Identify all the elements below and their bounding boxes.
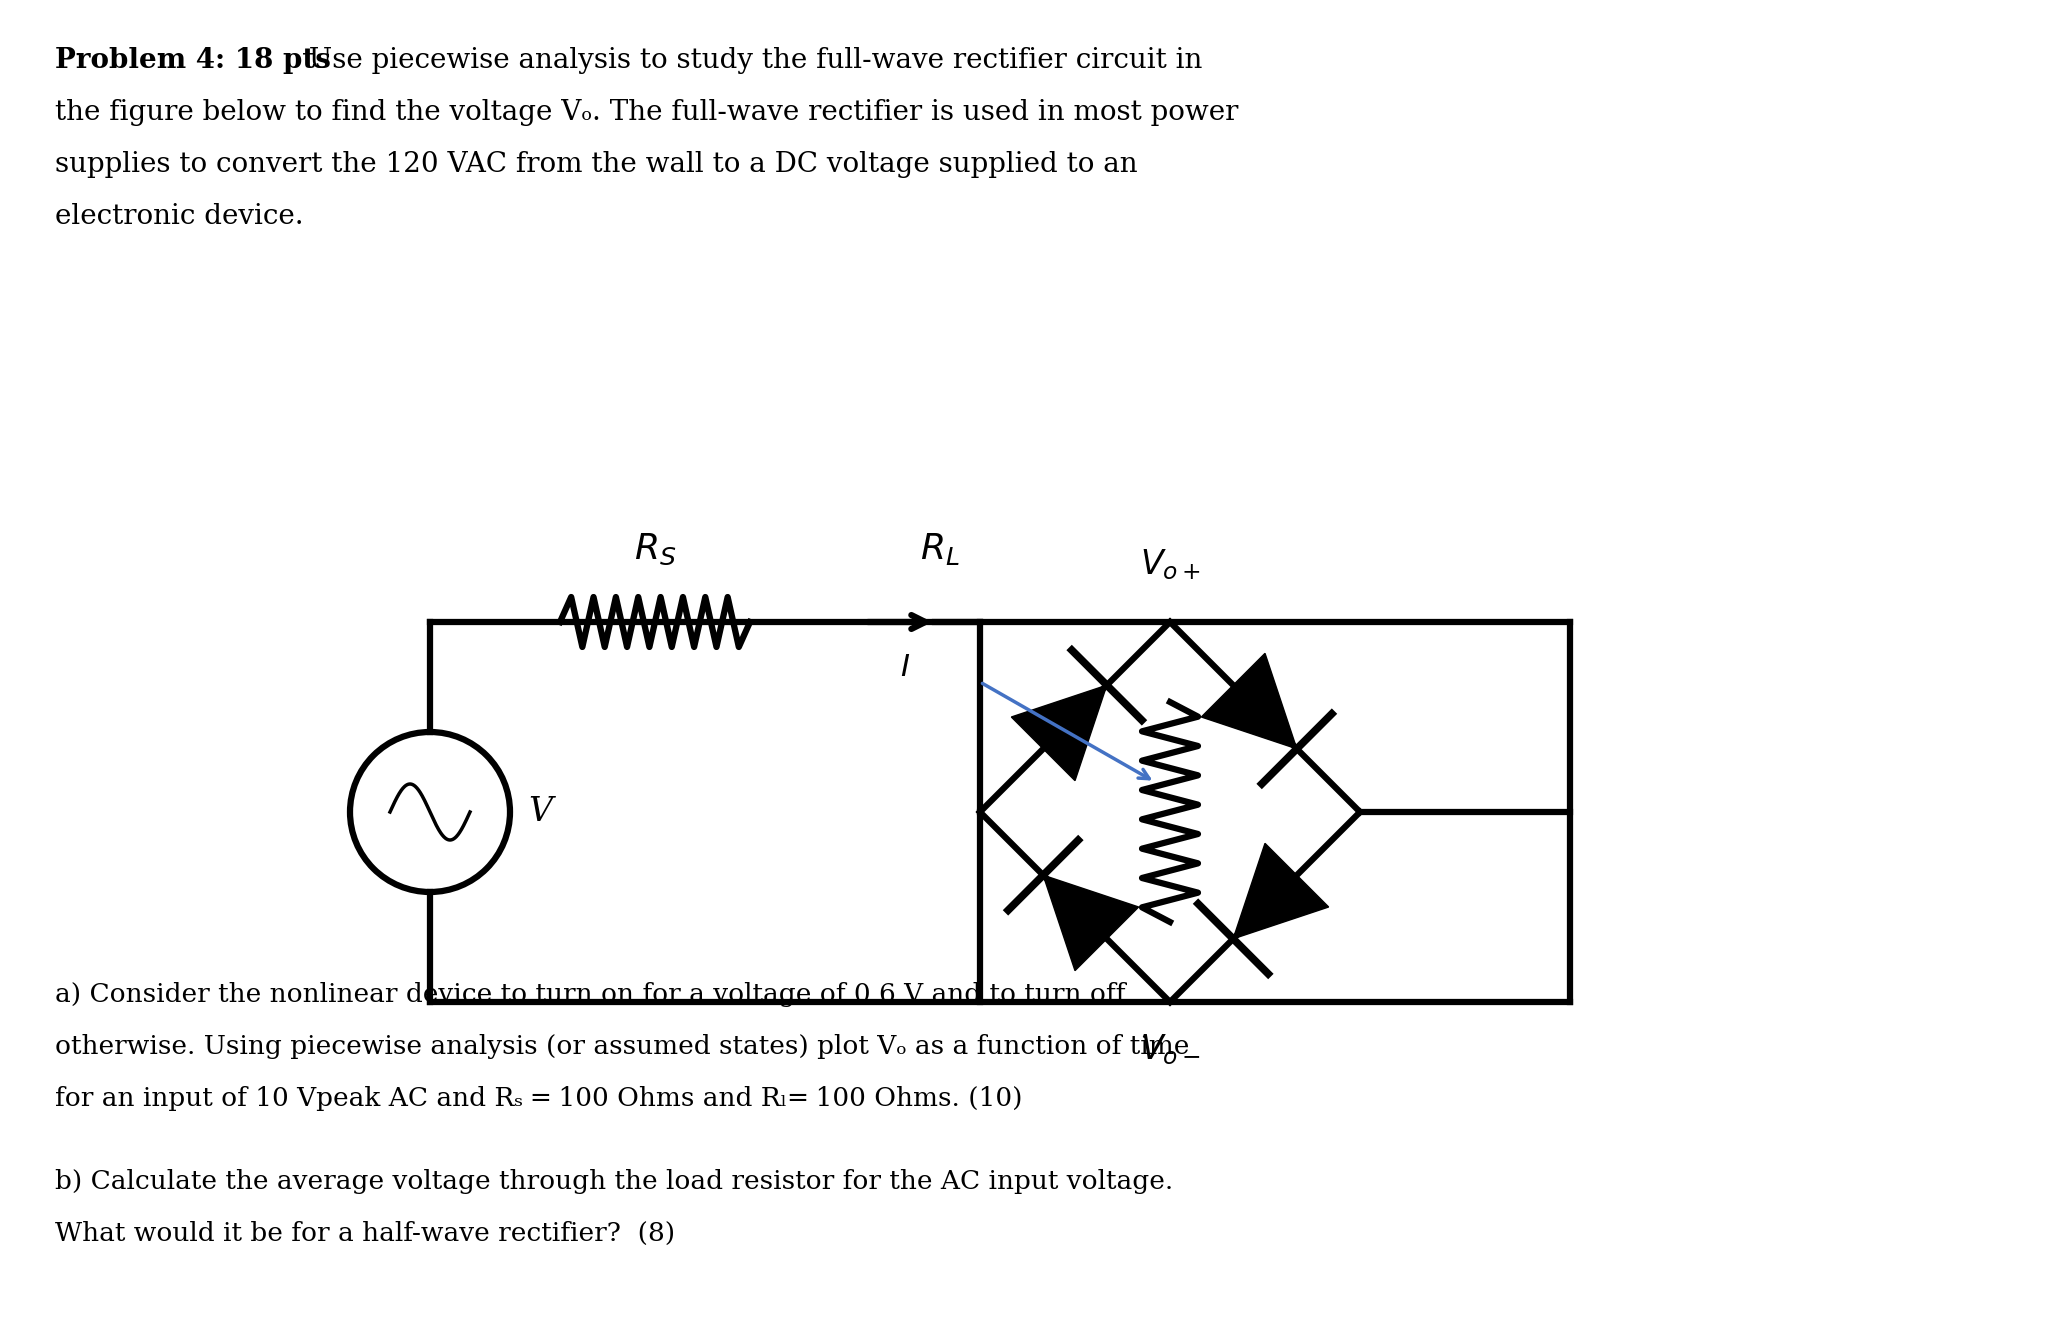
Text: $V_{o+}$: $V_{o+}$ bbox=[1140, 548, 1201, 582]
Text: Use piecewise analysis to study the full-wave rectifier circuit in: Use piecewise analysis to study the full… bbox=[301, 47, 1203, 74]
Text: for an input of 10 Vpeak AC and Rₛ = 100 Ohms and Rₗ= 100 Ohms. (10): for an input of 10 Vpeak AC and Rₛ = 100… bbox=[55, 1086, 1023, 1111]
Text: electronic device.: electronic device. bbox=[55, 203, 303, 229]
Text: $R_S$: $R_S$ bbox=[634, 531, 675, 568]
Text: V: V bbox=[528, 796, 552, 828]
Text: What would it be for a half-wave rectifier?  (8): What would it be for a half-wave rectifi… bbox=[55, 1221, 675, 1247]
Text: supplies to convert the 120 VAC from the wall to a DC voltage supplied to an: supplies to convert the 120 VAC from the… bbox=[55, 152, 1138, 178]
Text: a) Consider the nonlinear device to turn on for a voltage of 0.6 V and to turn o: a) Consider the nonlinear device to turn… bbox=[55, 982, 1125, 1006]
Text: the figure below to find the voltage Vₒ. The full-wave rectifier is used in most: the figure below to find the voltage Vₒ.… bbox=[55, 99, 1238, 126]
Text: $I$: $I$ bbox=[900, 652, 910, 683]
Polygon shape bbox=[1043, 875, 1140, 970]
Text: b) Calculate the average voltage through the load resistor for the AC input volt: b) Calculate the average voltage through… bbox=[55, 1169, 1172, 1194]
Text: Problem 4: 18 pts: Problem 4: 18 pts bbox=[55, 47, 331, 74]
Polygon shape bbox=[1234, 843, 1328, 939]
Text: $V_{o-}$: $V_{o-}$ bbox=[1140, 1032, 1201, 1067]
Polygon shape bbox=[1011, 686, 1107, 781]
Text: otherwise. Using piecewise analysis (or assumed states) plot Vₒ as a function of: otherwise. Using piecewise analysis (or … bbox=[55, 1033, 1189, 1059]
Text: $R_L$: $R_L$ bbox=[921, 531, 960, 568]
Polygon shape bbox=[1201, 654, 1297, 749]
